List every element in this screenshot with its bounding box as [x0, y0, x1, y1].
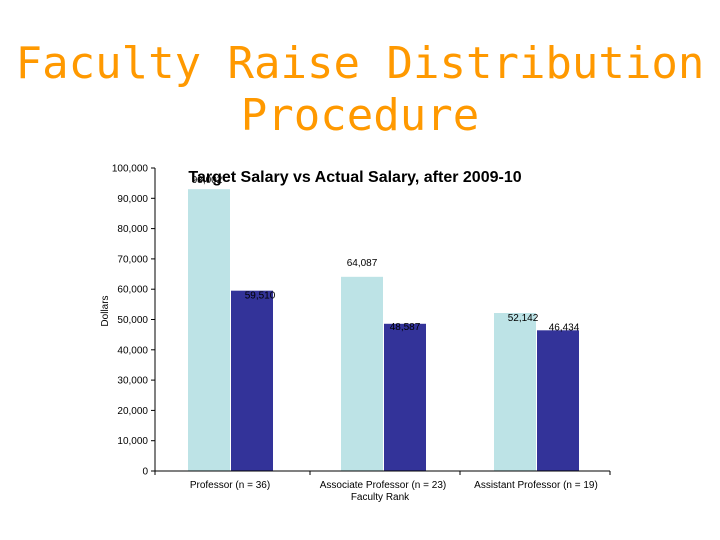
data-labels: 93,002 64,087 52,142 59,510 48,587 46,434	[192, 175, 580, 333]
slide-title-line-1: Faculty Raise Distribution	[15, 38, 705, 89]
y-axis: 0 10,000 20,000 30,000 40,000 50,000 60,000 70,…	[112, 164, 156, 478]
bar-series0-0	[188, 189, 230, 472]
bars	[188, 189, 579, 472]
bar-series1-2	[537, 330, 579, 471]
y-tick-label: 40,000	[117, 345, 148, 356]
x-tick-label: Assistant Professor (n = 19)	[474, 480, 598, 491]
slide-title-line-2: Procedure	[240, 90, 480, 141]
data-label: 46,434	[549, 322, 580, 333]
data-label: 64,087	[347, 258, 378, 269]
y-tick-label: 80,000	[117, 224, 148, 235]
y-tick-label: 50,000	[117, 315, 148, 326]
y-tick-label: 30,000	[117, 376, 148, 387]
bar-series0-2	[494, 313, 536, 471]
data-label: 93,002	[192, 175, 223, 186]
x-axis-title: Faculty Rank	[351, 492, 410, 503]
y-tick-label: 10,000	[117, 436, 148, 447]
y-tick-label: 70,000	[117, 254, 148, 265]
data-label: 48,587	[390, 322, 421, 333]
y-axis-title: Dollars	[100, 295, 111, 326]
x-tick-label: Associate Professor (n = 23)	[320, 480, 446, 491]
y-tick-label: 20,000	[117, 406, 148, 417]
y-tick-label: 60,000	[117, 285, 148, 296]
data-label: 59,510	[245, 291, 276, 302]
y-tick-label: 0	[142, 467, 148, 478]
data-label: 52,142	[508, 313, 539, 324]
x-axis: Professor (n = 36) Associate Professor (n…	[154, 470, 611, 491]
bar-series0-1	[341, 276, 383, 471]
y-tick-label: 90,000	[117, 194, 148, 205]
slide-title: Faculty Raise Distribution Procedure	[0, 38, 720, 142]
bar-series1-1	[384, 323, 426, 471]
bar-series1-0	[231, 290, 273, 471]
chart-title: Target Salary vs Actual Salary, after 20…	[188, 169, 521, 186]
y-tick-label: 100,000	[112, 164, 149, 175]
x-tick-label: Professor (n = 36)	[190, 480, 270, 491]
